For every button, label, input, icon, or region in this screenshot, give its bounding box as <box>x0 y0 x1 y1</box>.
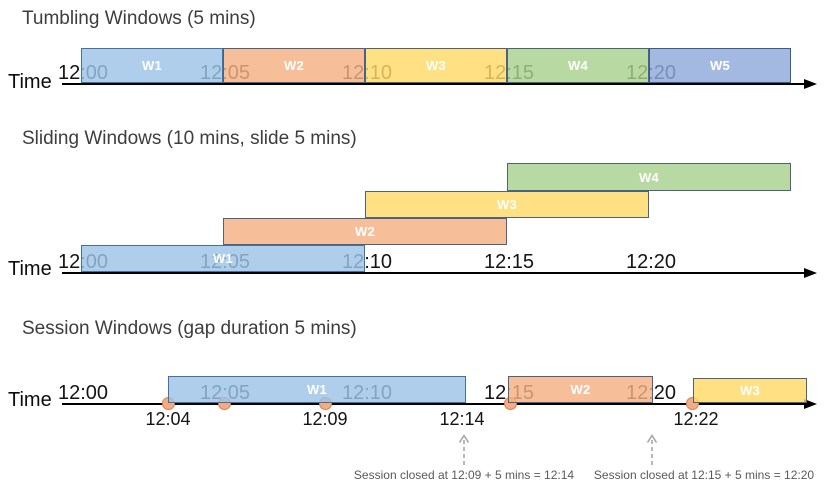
section-title-session: Session Windows (gap duration 5 mins) <box>22 318 357 339</box>
window-box-tumbling-w1: W1 <box>81 48 223 83</box>
timeline-arrowhead-icon <box>804 399 817 409</box>
window-box-sliding-w2: W2 <box>223 218 507 245</box>
time-axis-label: Time <box>8 258 52 280</box>
window-box-session-w2: W2 <box>508 376 653 403</box>
window-box-tumbling-w3: W3 <box>365 48 507 83</box>
window-label: W1 <box>141 58 163 73</box>
event-time-label: 12:14 <box>439 409 485 429</box>
section-title-sliding: Sliding Windows (10 mins, slide 5 mins) <box>22 128 357 149</box>
window-label: W3 <box>739 383 761 398</box>
window-label: W5 <box>709 58 731 73</box>
window-box-session-w3: W3 <box>693 378 807 403</box>
window-box-session-w1: W1 <box>168 376 466 403</box>
window-label: W2 <box>283 58 305 73</box>
callout-text: Session closed at 12:09 + 5 mins = 12:14 <box>353 468 575 482</box>
window-box-sliding-w4: W4 <box>507 163 791 191</box>
event-time-label: 12:09 <box>302 409 348 429</box>
timeline-axis <box>62 272 806 274</box>
callout-text: Session closed at 12:15 + 5 mins = 12:20 <box>593 468 815 482</box>
window-label: W1 <box>306 382 328 397</box>
tick-label: 12:15 <box>484 251 535 273</box>
tick-label: 12:20 <box>626 251 677 273</box>
event-time-label: 12:22 <box>673 409 719 429</box>
window-box-tumbling-w5: W5 <box>649 48 791 83</box>
window-box-sliding-w3: W3 <box>365 191 649 218</box>
section-title-tumbling: Tumbling Windows (5 mins) <box>22 8 256 29</box>
window-box-tumbling-w2: W2 <box>223 48 365 83</box>
window-label: W4 <box>567 58 589 73</box>
timeline-axis <box>62 403 806 405</box>
window-label: W3 <box>496 197 518 212</box>
window-box-sliding-w1: W1 <box>81 245 365 272</box>
event-time-label: 12:04 <box>145 409 191 429</box>
timeline-axis <box>62 83 806 85</box>
window-label: W4 <box>638 169 660 185</box>
callout-arrow-icon <box>645 433 659 467</box>
callout-arrow-icon <box>457 433 471 467</box>
window-label: W2 <box>354 224 376 239</box>
window-label: W1 <box>212 251 234 266</box>
window-label: W2 <box>570 382 591 397</box>
window-box-tumbling-w4: W4 <box>507 48 649 83</box>
timeline-arrowhead-icon <box>804 79 817 89</box>
time-axis-label: Time <box>8 71 52 93</box>
time-axis-label: Time <box>8 389 52 411</box>
window-label: W3 <box>425 58 447 73</box>
tick-label: 12:00 <box>58 382 109 404</box>
timeline-arrowhead-icon <box>804 268 817 278</box>
